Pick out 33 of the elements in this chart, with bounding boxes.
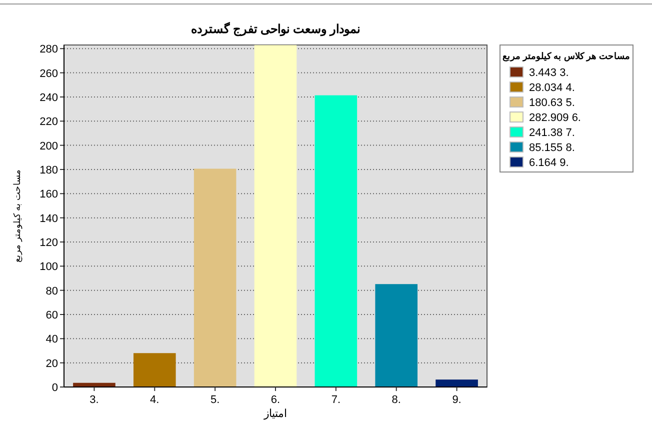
x-tick-label: 5.: [210, 394, 220, 406]
legend-label: 6.164 9.: [529, 157, 569, 169]
legend-title: مساحت هر کلاس به کیلومتر مربع: [502, 51, 630, 62]
x-tick-label: 6.: [270, 394, 280, 406]
legend-label: 28.034 4.: [529, 82, 575, 94]
legend-label: 180.63 5.: [529, 97, 575, 109]
y-tick-label: 200: [40, 140, 58, 152]
x-tick-label: 3.: [90, 394, 99, 406]
x-axis-title: امتیاز: [263, 408, 287, 420]
x-tick-label: 9.: [452, 394, 462, 406]
y-tick-label: 240: [40, 92, 58, 104]
y-tick-label: 80: [46, 285, 58, 298]
y-tick-label: 260: [40, 68, 58, 80]
x-tick-label: 7.: [331, 394, 341, 406]
y-tick-label: 140: [40, 212, 58, 225]
legend-label: 282.909 6.: [529, 112, 581, 124]
y-tick-label: 60: [46, 309, 58, 322]
y-tick-label: 160: [40, 188, 58, 201]
y-tick-label: 180: [40, 164, 58, 176]
x-tick-label: 8.: [392, 394, 401, 406]
y-tick-label: 280: [40, 44, 58, 56]
y-tick-label: 40: [46, 334, 58, 346]
y-axis-title: مساحت به کیلومتر مربع: [12, 170, 23, 262]
legend-label: 3.443 3.: [529, 67, 569, 79]
y-tick-label: 20: [46, 358, 58, 370]
y-tick-label: 220: [40, 116, 58, 128]
y-tick-label: 120: [40, 236, 58, 249]
x-tick-label: 4.: [150, 394, 160, 406]
legend-label: 241.38 7.: [529, 127, 575, 139]
y-tick-label: 0: [52, 382, 58, 394]
y-tick-label: 100: [40, 261, 58, 274]
chart-title: نمودار وسعت نواحی تفرج گسترده: [190, 21, 360, 37]
legend-label: 85.155 8.: [529, 142, 575, 154]
